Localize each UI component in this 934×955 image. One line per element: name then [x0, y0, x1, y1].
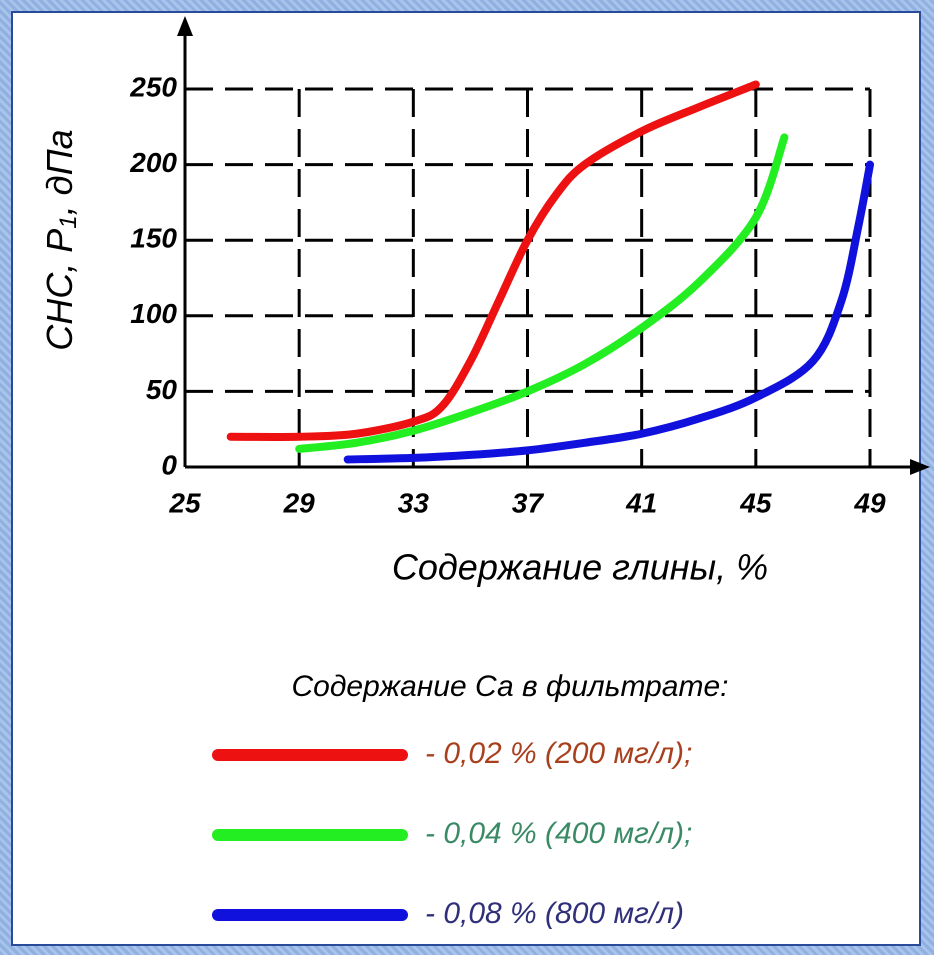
page: {"chart_data":{"type":"line", "ylabel":{…	[0, 0, 934, 955]
y-axis-title: СНС, P1, дПа	[39, 129, 83, 350]
y-tick-label: 50	[146, 374, 178, 405]
x-axis-title: Содержание глины, %	[392, 547, 768, 588]
legend-label: - 0,02 % (200 мг/л);	[425, 737, 692, 770]
legend-label: - 0,08 % (800 мг/л)	[425, 897, 684, 930]
y-label-unit: , дПа	[39, 129, 80, 215]
y-tick-label: 0	[161, 449, 177, 480]
x-tick-label: 33	[398, 487, 430, 518]
x-tick-label: 29	[283, 487, 316, 518]
x-tick-label: 49	[853, 487, 886, 518]
y-label-main: СНС, P	[39, 229, 80, 351]
y-tick-label: 200	[129, 147, 177, 178]
y-tick-label: 250	[129, 71, 177, 102]
legend-label: - 0,04 % (400 мг/л);	[425, 817, 692, 850]
y-label-sub: 1	[55, 215, 82, 228]
y-tick-label: 100	[130, 298, 177, 329]
x-tick-label: 45	[739, 487, 772, 518]
legend-title: Содержание Са в фильтрате:	[292, 670, 729, 703]
x-tick-label: 25	[168, 487, 201, 518]
x-tick-label: 41	[625, 487, 657, 518]
chart: Содержание глины, % СНС, P1, дПа Содержа…	[0, 0, 934, 955]
y-tick-label: 150	[130, 223, 177, 254]
x-tick-label: 37	[512, 487, 545, 518]
